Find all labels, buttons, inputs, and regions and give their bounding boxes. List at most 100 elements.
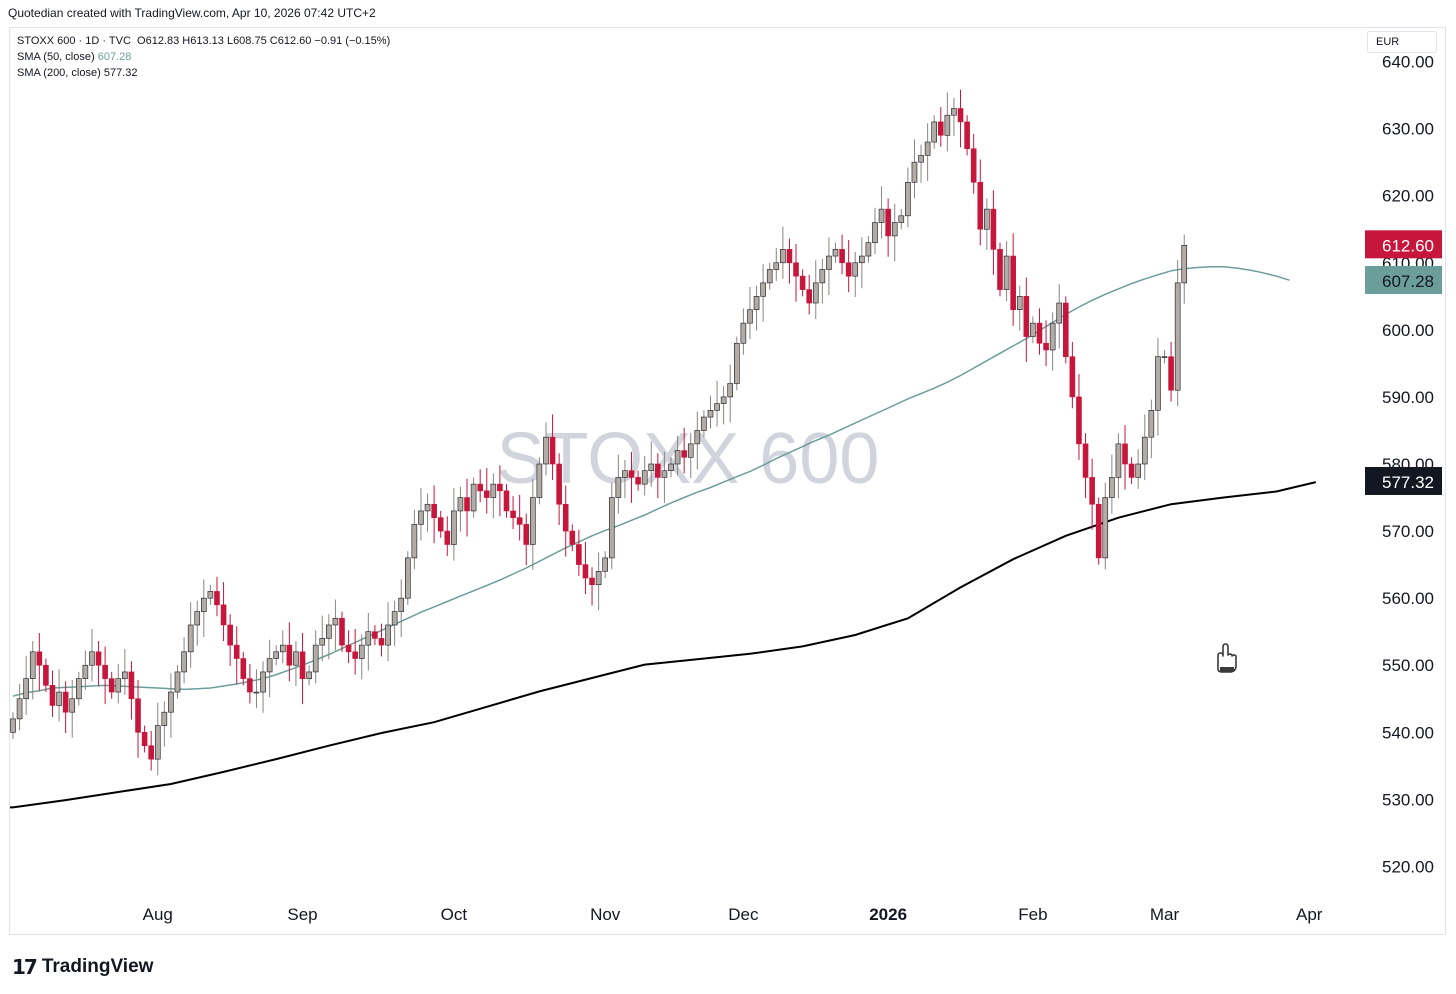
candle [1102, 482, 1109, 570]
candle [977, 159, 984, 246]
time-tick-label: Aug [143, 905, 173, 924]
candle [608, 482, 615, 570]
candle [1089, 458, 1095, 530]
candle [437, 510, 444, 538]
candle [589, 567, 595, 606]
candle [543, 422, 549, 476]
candles [10, 89, 1188, 776]
candle [503, 484, 510, 518]
candle [233, 626, 240, 685]
candle [1069, 341, 1076, 409]
candle [444, 516, 451, 556]
candle [753, 285, 760, 331]
candle [141, 725, 148, 753]
candle [385, 602, 391, 662]
candle [358, 634, 365, 680]
candle [852, 252, 859, 297]
candle [378, 623, 385, 657]
candle [898, 209, 905, 230]
candle [780, 226, 786, 279]
candle [470, 477, 477, 518]
candle [878, 186, 885, 239]
candle [1023, 277, 1030, 363]
candle [576, 529, 582, 577]
candle [720, 386, 727, 425]
time-tick-label: Feb [1018, 905, 1047, 924]
legend-sma50-label: SMA (50, close) [17, 51, 95, 63]
sma200-layer [10, 481, 1317, 809]
candle [951, 97, 957, 136]
candle [740, 308, 747, 355]
time-tick-label: 2026 [869, 905, 907, 924]
tradingview-logo[interactable]: 17 TradingView [12, 955, 153, 979]
candle [826, 237, 832, 295]
candle [569, 524, 576, 552]
price-tick-label: 620.00 [1382, 187, 1434, 206]
candle [812, 260, 819, 320]
candle [332, 599, 339, 651]
candle [549, 414, 556, 481]
candle [1056, 284, 1063, 349]
currency-selector[interactable]: EUR [1367, 31, 1437, 53]
legend-sma200-row[interactable]: SMA (200, close) 577.32 [17, 65, 390, 81]
price-tick-label: 640.00 [1382, 53, 1434, 72]
candle [1181, 234, 1188, 304]
candle [372, 624, 378, 646]
price-axis[interactable]: 640.00630.00620.00610.00600.00590.00580.… [1382, 53, 1434, 877]
candle [556, 453, 562, 526]
price-tick-label: 530.00 [1382, 790, 1434, 809]
candle [69, 679, 76, 738]
price-tick-label: 600.00 [1382, 321, 1434, 340]
candle [490, 473, 497, 519]
candle [562, 485, 569, 557]
time-axis[interactable]: Aug Sep Oct Nov Dec 2026 Feb Mar Apr [143, 905, 1323, 924]
candle [766, 262, 773, 290]
legend-sma50-row[interactable]: SMA (50, close) 607.28 [17, 49, 390, 65]
candle [181, 637, 187, 684]
time-tick-label: Mar [1150, 905, 1180, 924]
candle [247, 663, 253, 704]
price-label-sma200: 577.32 [1365, 466, 1442, 495]
candle [1161, 349, 1168, 364]
candle [701, 410, 707, 438]
candle [464, 478, 470, 537]
candle [148, 730, 154, 771]
candle [457, 486, 464, 532]
candle [786, 238, 793, 284]
price-tick-label: 630.00 [1382, 120, 1434, 139]
candle [56, 669, 62, 722]
candle [885, 198, 891, 257]
candle [957, 89, 964, 148]
candle [418, 488, 424, 541]
candle [1115, 433, 1122, 499]
candle [82, 650, 89, 691]
candle [799, 269, 806, 297]
candle [483, 468, 490, 514]
price-tick-label: 550.00 [1382, 656, 1434, 675]
candle [997, 242, 1003, 297]
candle [273, 645, 280, 666]
candle [839, 234, 845, 275]
candle [477, 469, 483, 503]
candle [326, 614, 332, 660]
candle [819, 258, 826, 304]
candle [635, 470, 641, 491]
candle [760, 264, 766, 322]
candle [1076, 374, 1082, 460]
candle [424, 493, 431, 532]
candle [694, 411, 701, 470]
candle [29, 641, 36, 700]
candle [95, 641, 102, 687]
candle [174, 665, 181, 699]
candle [398, 579, 405, 638]
candle [299, 633, 306, 705]
candle [240, 651, 247, 686]
candle [1049, 312, 1056, 371]
candle [931, 115, 938, 149]
candle [187, 602, 194, 668]
candle [253, 669, 260, 709]
candle [687, 433, 694, 479]
candle [404, 551, 411, 605]
candle [431, 485, 437, 544]
